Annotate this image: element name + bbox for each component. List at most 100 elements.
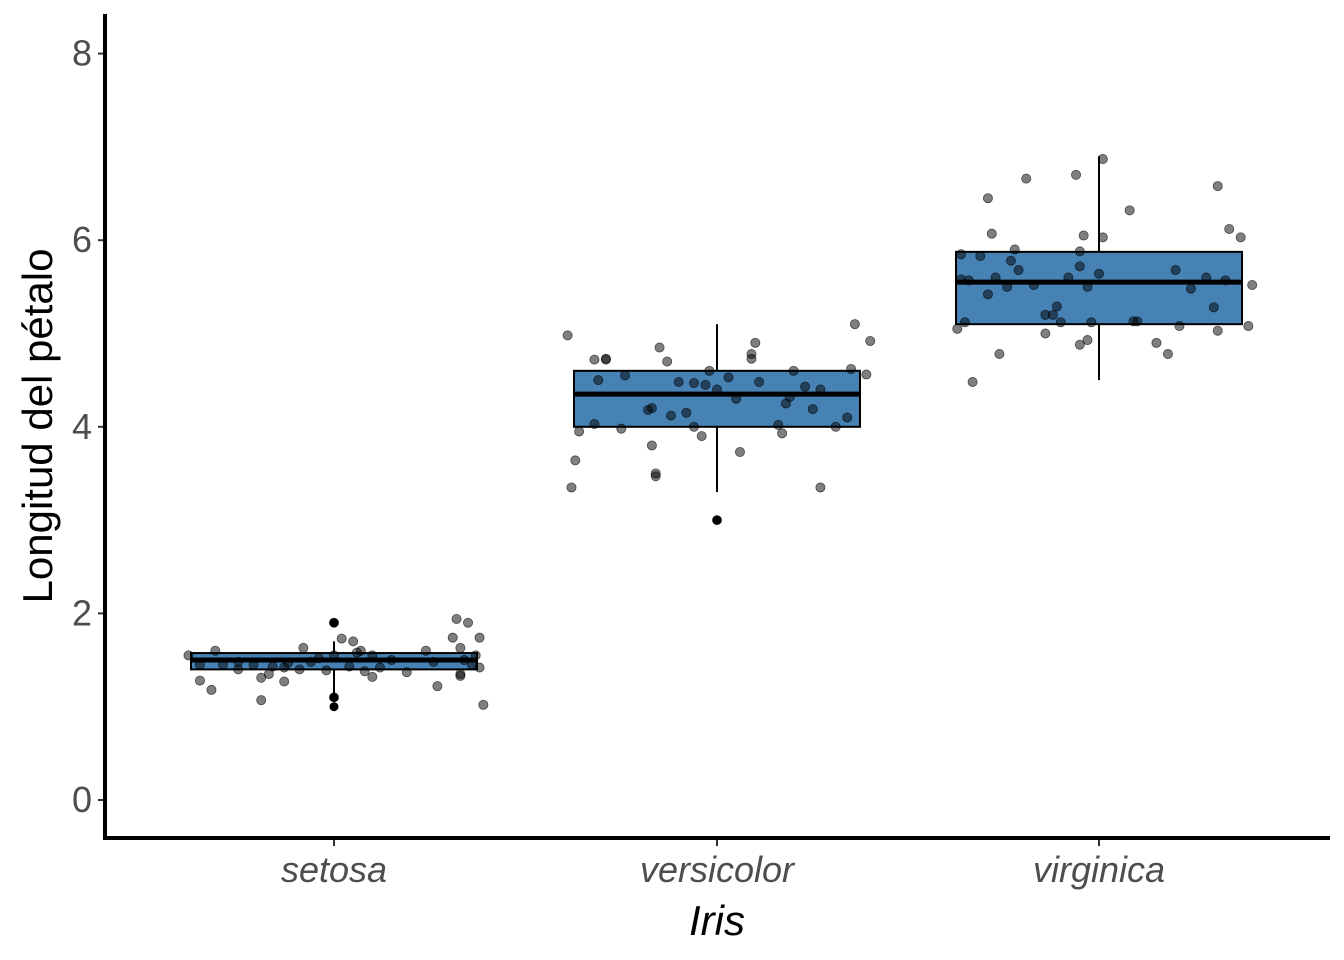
data-point-virginica [975, 251, 986, 262]
data-point-virginica [990, 272, 1001, 283]
box-iqr [955, 250, 1243, 326]
data-point-virginica [963, 275, 974, 286]
y-tick-label: 4 [72, 406, 92, 447]
data-point-versicolor [696, 431, 707, 442]
data-point-versicolor [662, 356, 673, 367]
y-tick-label: 2 [72, 592, 92, 633]
data-point-versicolor [815, 384, 826, 395]
data-point-virginica [1212, 181, 1223, 192]
data-point-virginica [1097, 154, 1108, 165]
data-point-versicolor [704, 365, 715, 376]
y-tick-label: 8 [72, 33, 92, 74]
data-point-virginica [1151, 337, 1162, 348]
data-point-virginica [1224, 224, 1235, 235]
y-tick-label: 6 [72, 219, 92, 260]
data-point-virginica [1048, 309, 1059, 320]
data-point-versicolor [723, 372, 734, 383]
data-point-virginica [1086, 317, 1097, 328]
data-point-setosa [328, 650, 339, 661]
data-point-setosa [194, 659, 205, 670]
data-point-setosa [463, 617, 474, 628]
data-point-virginica [1094, 268, 1105, 279]
data-point-virginica [1247, 279, 1258, 290]
data-point-setosa [359, 666, 370, 677]
data-point-versicolor [654, 342, 665, 353]
data-point-virginica [986, 228, 997, 239]
data-point-virginica [1082, 281, 1093, 292]
data-point-virginica [994, 349, 1005, 360]
jitter-points [183, 154, 1258, 710]
data-point-setosa [256, 695, 267, 706]
data-point-setosa [374, 662, 385, 673]
data-point-versicolor [830, 421, 841, 432]
data-point-versicolor [570, 455, 581, 466]
data-point-virginica [1071, 169, 1082, 180]
data-point-virginica [1009, 244, 1020, 255]
box-virginica [955, 156, 1243, 381]
data-point-setosa [474, 632, 485, 643]
data-point-virginica [956, 249, 967, 260]
data-point-setosa [183, 650, 194, 661]
data-point-virginica [1124, 205, 1135, 216]
data-point-virginica [1002, 281, 1013, 292]
data-point-setosa [267, 661, 278, 672]
data-point-virginica [1028, 279, 1039, 290]
x-axis-ticks: setosa versicolor virginica [281, 838, 1165, 890]
data-point-versicolor [646, 440, 657, 451]
data-point-setosa [478, 699, 489, 710]
data-point-setosa [217, 659, 228, 670]
data-point-setosa [248, 659, 259, 670]
data-point-versicolor [800, 381, 811, 392]
data-point-setosa [298, 642, 309, 653]
data-point-versicolor [842, 412, 853, 423]
data-point-versicolor [673, 377, 684, 388]
data-point-virginica [1055, 317, 1066, 328]
data-point-versicolor [646, 403, 657, 414]
data-point-versicolor [600, 353, 611, 364]
data-point-setosa [367, 650, 378, 661]
data-point-virginica [1051, 301, 1062, 312]
data-point-setosa [432, 681, 443, 692]
data-point-setosa [401, 667, 412, 678]
data-point-setosa [328, 692, 339, 703]
data-point-setosa [455, 669, 466, 680]
data-point-virginica [1243, 321, 1254, 332]
data-point-virginica [1078, 230, 1089, 241]
data-point-setosa [367, 671, 378, 682]
data-point-versicolor [788, 365, 799, 376]
data-point-versicolor [700, 379, 711, 390]
data-point-setosa [451, 613, 462, 624]
data-point-versicolor [650, 471, 661, 482]
data-point-setosa [466, 659, 477, 670]
data-point-versicolor [846, 363, 857, 374]
data-point-virginica [967, 377, 978, 388]
data-point-setosa [321, 665, 332, 676]
data-point-virginica [1074, 339, 1085, 350]
data-point-versicolor [689, 421, 700, 432]
data-point-versicolor [754, 377, 765, 388]
data-point-setosa [355, 645, 366, 656]
y-tick-label: 0 [72, 779, 92, 820]
data-point-virginica [1208, 302, 1219, 313]
outlier-point [329, 702, 339, 712]
data-point-versicolor [746, 353, 757, 364]
data-point-versicolor [616, 423, 627, 434]
data-point-versicolor [784, 391, 795, 402]
data-point-virginica [1162, 349, 1173, 360]
data-point-setosa [313, 653, 324, 664]
data-point-setosa [348, 636, 359, 647]
data-point-versicolor [815, 482, 826, 493]
data-point-virginica [982, 193, 993, 204]
data-point-virginica [1235, 232, 1246, 243]
data-point-setosa [386, 655, 397, 666]
data-point-virginica [1170, 265, 1181, 276]
data-point-setosa [233, 664, 244, 675]
data-point-virginica [1201, 272, 1212, 283]
data-point-virginica [1082, 335, 1093, 346]
data-point-versicolor [731, 393, 742, 404]
data-point-versicolor [777, 428, 788, 439]
data-point-versicolor [574, 426, 585, 437]
data-point-versicolor [849, 319, 860, 330]
data-point-virginica [1185, 283, 1196, 294]
